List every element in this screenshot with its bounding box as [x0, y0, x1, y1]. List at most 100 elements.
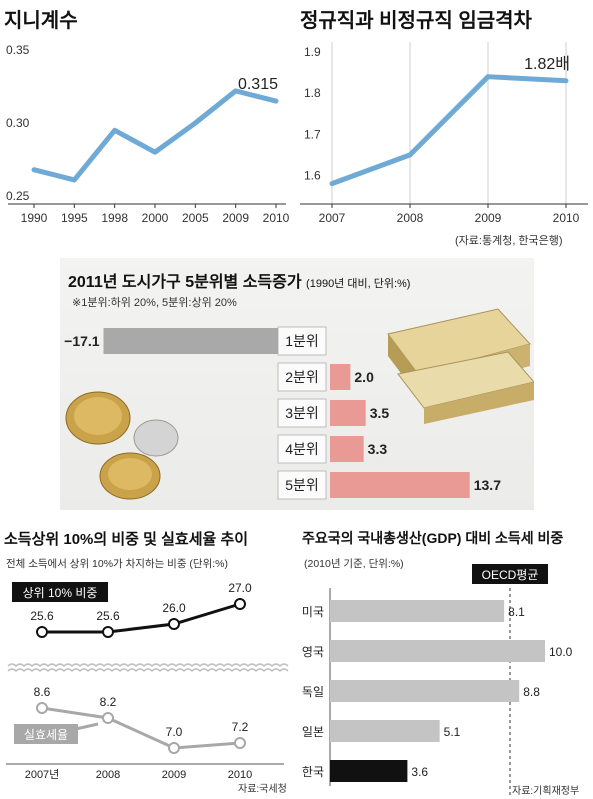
y-tick-label: 1.9 — [304, 45, 321, 59]
gini-title: 지니계수 — [4, 10, 78, 32]
bar-value-label: 10.0 — [549, 645, 573, 659]
bar-value-label: 2.0 — [354, 369, 374, 385]
category-label: 4분위 — [285, 441, 319, 457]
axis-break — [7, 663, 289, 668]
gdp-tax-subtitle: (2010년 기준, 단위:%) — [304, 558, 404, 570]
bar-value-label: 3.3 — [368, 441, 388, 457]
y-tick-label: 0.30 — [6, 116, 30, 130]
x-tick-label: 2008 — [96, 769, 120, 781]
category-box — [277, 470, 327, 500]
series-badge — [14, 724, 78, 744]
cash-stack-icon — [424, 382, 534, 424]
data-label: 26.0 — [162, 601, 186, 615]
cash-stack-icon — [397, 351, 534, 409]
x-tick-label: 2000 — [142, 211, 169, 225]
series-line — [41, 706, 241, 750]
oecd-badge — [472, 564, 548, 584]
data-point — [168, 742, 180, 754]
top10-subtitle: 전체 소득에서 상위 10%가 차지하는 비중 (단위:%) — [6, 558, 228, 570]
gdp-tax-source: 자료:기획재정부 — [512, 786, 580, 797]
x-tick-label: 2010 — [263, 211, 290, 225]
x-tick-label: 2010 — [228, 769, 252, 781]
bar-value-label: 13.7 — [474, 477, 501, 493]
coin-icon — [108, 458, 152, 490]
data-point — [36, 626, 48, 638]
data-label: 7.0 — [166, 725, 183, 739]
data-label: 8.2 — [100, 695, 117, 709]
bar-value-label: 3.5 — [370, 405, 390, 421]
bar-value-label: 5.1 — [444, 725, 461, 739]
category-box — [277, 434, 327, 464]
data-point — [234, 737, 246, 749]
quintile-chart: 1분위 −17.1 2분위 2.0 3분위 3.5 4분위 3.3 5분위 13.7 — [64, 326, 501, 500]
bar-value-label: 8.1 — [508, 605, 525, 619]
gdp-tax-title: 주요국의 국내총생산(GDP) 대비 소득세 비중 — [302, 530, 564, 546]
quintile-panel: 2011년 도시가구 5분위별 소득증가 (1990년 대비, 단위:%) ※1… — [60, 258, 534, 510]
x-tick-label: 2009 — [222, 211, 249, 225]
bar-value-label: 3.6 — [411, 765, 428, 779]
top10-source: 자료:국세청 — [238, 784, 287, 795]
category-label: 2분위 — [285, 369, 319, 385]
quintile-title-main: 2011년 도시가구 5분위별 소득증가 — [68, 274, 302, 291]
x-tick-label: 1990 — [21, 211, 48, 225]
category-label: 5분위 — [285, 477, 319, 493]
x-tick-label: 2008 — [397, 211, 424, 225]
x-tick-label: 2010 — [553, 211, 580, 225]
series-badge-label: 실효세율 — [24, 728, 68, 742]
y-tick-label: 0.35 — [6, 43, 30, 57]
quintile-title-note: (1990년 대비, 단위:%) — [306, 278, 411, 290]
data-point — [36, 702, 48, 714]
category-box — [277, 398, 327, 428]
wage-gap-title: 정규직과 비정규직 임금격차 — [300, 10, 532, 32]
category-label: 3분위 — [285, 405, 319, 421]
data-point — [102, 712, 114, 724]
y-tick-label: 0.25 — [6, 189, 30, 203]
y-tick-label: 1.8 — [304, 86, 321, 100]
bar — [330, 472, 470, 498]
x-tick-label: 2007 — [319, 211, 346, 225]
bar — [330, 640, 545, 662]
bar — [330, 760, 408, 782]
bar — [330, 400, 366, 426]
category-box — [277, 362, 327, 392]
gini-series-line — [31, 88, 279, 183]
gini-chart: 0.25 0.30 0.35 1990 1995 1998 2000 2005 2009 2010… — [6, 43, 290, 225]
coins-illustration — [65, 391, 179, 500]
wage-gap-series-line — [329, 74, 569, 187]
axis-break — [7, 668, 289, 673]
data-label: 25.6 — [96, 609, 120, 623]
x-tick-label: 1998 — [101, 211, 128, 225]
quintile-subtitle: ※1분위:하위 20%, 5분위:상위 20% — [72, 297, 237, 309]
x-tick-label: 1995 — [61, 211, 88, 225]
y-tick-label: 1.7 — [304, 127, 321, 141]
coin-icon — [133, 419, 179, 457]
bar-value-label: −17.1 — [64, 333, 100, 349]
data-label: 7.2 — [232, 720, 249, 734]
category-label: 1분위 — [285, 333, 319, 349]
series-line — [42, 602, 241, 634]
category-label: 미국 — [302, 605, 324, 619]
cash-illustration — [387, 308, 534, 424]
data-point — [234, 598, 246, 610]
bar — [330, 600, 505, 622]
x-tick-label: 2009 — [475, 211, 502, 225]
series-badge-label: 상위 10% 비중 — [23, 586, 98, 600]
x-tick-label: 2005 — [182, 211, 209, 225]
data-label: 27.0 — [228, 581, 252, 595]
bar-shade — [103, 328, 278, 354]
bar — [330, 436, 364, 462]
bar — [330, 680, 520, 702]
bar — [330, 720, 440, 742]
bar — [330, 364, 351, 390]
data-label: 25.6 — [30, 609, 54, 623]
coin-icon — [74, 397, 122, 435]
category-box — [277, 326, 327, 356]
wage-gap-source: (자료:통계청, 한국은행) — [455, 235, 563, 247]
category-label: 일본 — [302, 725, 324, 739]
series-badge — [12, 582, 108, 602]
data-point — [102, 626, 114, 638]
top10-title: 소득상위 10%의 비중 및 실효세율 추이 — [4, 531, 249, 548]
data-label: 8.6 — [34, 685, 51, 699]
bar-value-label: 8.8 — [523, 685, 540, 699]
